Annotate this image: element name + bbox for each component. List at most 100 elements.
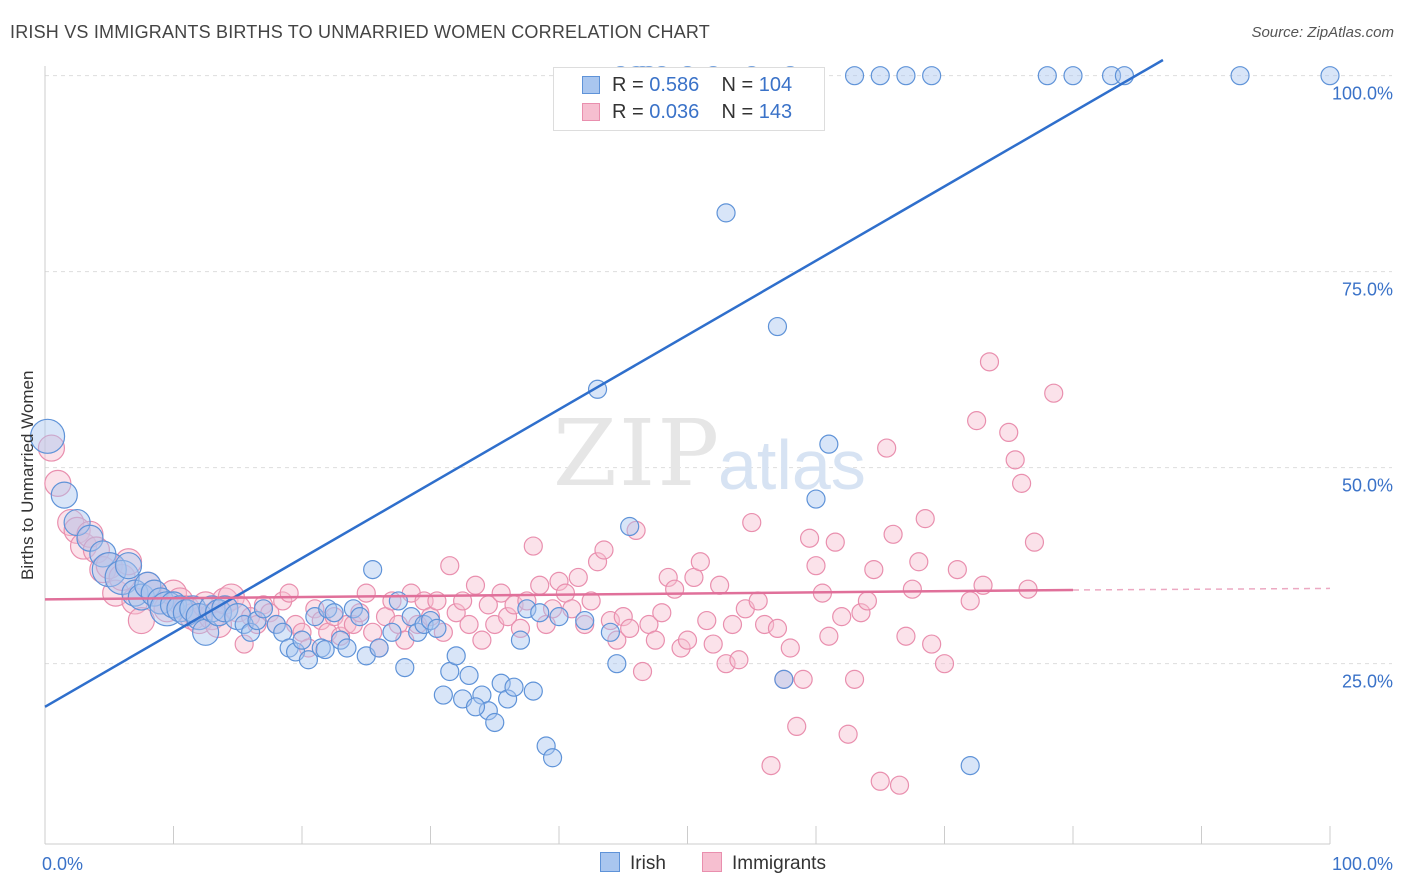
- immigrants-point: [979, 352, 1000, 372]
- trend-lines: [44, 58, 1331, 708]
- immigrants-point: [665, 579, 685, 599]
- irish-point: [247, 610, 267, 631]
- immigrants-point: [799, 528, 820, 548]
- immigrants-point: [780, 638, 800, 658]
- irish-point: [870, 66, 890, 86]
- immigrants-stat-row: R = 0.036 N = 143: [612, 101, 792, 127]
- immigrants-point: [787, 716, 807, 737]
- immigrants-point: [671, 638, 691, 658]
- source-label: Source: ZipAtlas.com: [1251, 24, 1394, 41]
- legend-item-irish: Irish: [600, 852, 666, 875]
- immigrants-point: [620, 618, 640, 639]
- immigrants-point: [806, 556, 826, 576]
- immigrants-point: [922, 634, 942, 654]
- immigrants-point: [748, 591, 768, 611]
- irish-point: [292, 630, 312, 650]
- immigrants-point: [902, 579, 922, 599]
- irish-point: [1037, 66, 1057, 86]
- immigrants-swatch: [582, 103, 600, 121]
- immigrants-point: [530, 575, 550, 595]
- immigrants-point: [690, 552, 710, 572]
- irish-point: [330, 630, 351, 650]
- y-tick-label: 50.0%: [1342, 476, 1393, 496]
- irish-point: [241, 622, 261, 642]
- irish-point: [369, 638, 389, 658]
- legend-label-immigrants: Immigrants: [732, 853, 826, 874]
- irish-point: [575, 610, 595, 631]
- irish-point: [542, 748, 563, 768]
- immigrants-point: [677, 630, 698, 650]
- irish-point: [337, 638, 357, 658]
- irish-point: [50, 481, 78, 509]
- immigrants-point: [440, 556, 460, 576]
- axes: [44, 66, 1331, 845]
- irish-point: [395, 657, 415, 678]
- immigrants-point: [697, 610, 717, 631]
- immigrants-point: [581, 591, 601, 611]
- tick-labels: 25.0% 50.0% 75.0% 100.0% 0.0% 100.0%: [42, 84, 1393, 874]
- immigrants-point: [343, 614, 363, 635]
- irish-point: [806, 489, 826, 509]
- immigrants-point: [1044, 383, 1064, 403]
- irish-point: [298, 650, 319, 670]
- immigrants-n-value: 143: [758, 101, 793, 123]
- immigrants-point: [356, 583, 376, 603]
- immigrants-point: [658, 567, 678, 588]
- irish-point: [234, 614, 254, 635]
- irish-point: [433, 685, 453, 705]
- immigrants-point: [761, 755, 781, 776]
- immigrants-point: [472, 630, 492, 650]
- irish-n-value: 104: [758, 74, 793, 96]
- irish-point: [498, 689, 518, 709]
- immigrants-point: [1011, 473, 1032, 493]
- irish-point: [459, 665, 479, 686]
- immigrants-point: [870, 771, 890, 791]
- irish-r-label: R =: [612, 74, 650, 96]
- irish-point: [324, 603, 344, 623]
- immigrants-point: [37, 434, 66, 462]
- immigrants-point: [517, 591, 537, 611]
- irish-point: [446, 646, 466, 666]
- irish-point: [408, 622, 428, 642]
- immigrants-point: [934, 654, 955, 674]
- immigrants-point: [999, 422, 1019, 442]
- immigrants-n-label: N =: [721, 101, 759, 123]
- immigrants-point: [613, 607, 633, 627]
- immigrants-point: [915, 509, 935, 529]
- irish-point: [530, 603, 550, 623]
- gridlines: [45, 75, 1392, 665]
- irish-n-label: N =: [721, 74, 759, 96]
- irish-point: [510, 630, 531, 650]
- chart-title: IRISH VS IMMIGRANTS BIRTHS TO UNMARRIED …: [10, 22, 710, 42]
- immigrants-point: [498, 607, 518, 627]
- immigrants-r-value: 0.036: [649, 101, 700, 123]
- immigrants-point: [742, 512, 762, 533]
- irish-point: [767, 316, 788, 337]
- immigrants-points: [37, 352, 1064, 795]
- irish-point: [600, 622, 621, 642]
- irish-point: [465, 697, 486, 717]
- immigrants-point: [279, 583, 299, 603]
- immigrants-point: [838, 724, 858, 744]
- immigrants-point: [883, 524, 903, 544]
- immigrants-point: [793, 669, 813, 689]
- legend-swatch-irish: [600, 852, 620, 872]
- irish-point: [549, 607, 569, 627]
- irish-point: [774, 669, 794, 689]
- immigrants-point: [864, 559, 884, 580]
- irish-point: [504, 677, 524, 697]
- irish-point: [1230, 66, 1250, 86]
- immigrants-point: [549, 571, 569, 591]
- immigrants-trend-extension: [1072, 587, 1331, 591]
- immigrants-point: [844, 669, 865, 689]
- immigrants-point: [947, 559, 967, 580]
- irish-point: [192, 618, 220, 646]
- irish-point: [427, 618, 447, 639]
- immigrants-point: [459, 614, 479, 635]
- immigrants-point: [607, 630, 627, 650]
- irish-point: [922, 66, 942, 86]
- immigrants-point: [960, 591, 980, 611]
- legend-item-immigrants: Immigrants: [702, 852, 826, 875]
- irish-point: [388, 591, 408, 611]
